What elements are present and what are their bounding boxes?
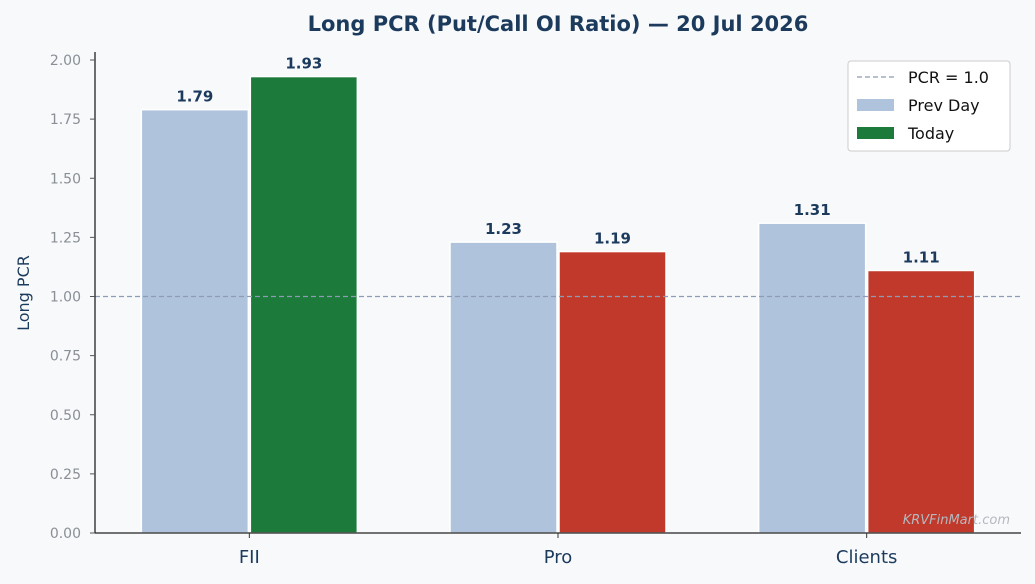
legend-label-prev-day: Prev Day bbox=[908, 96, 980, 115]
x-tick-label: Pro bbox=[544, 547, 573, 568]
x-tick-label: FII bbox=[239, 547, 260, 568]
data-label: 1.31 bbox=[794, 201, 831, 219]
bar-today-fii bbox=[249, 75, 359, 534]
data-label: 1.23 bbox=[485, 220, 522, 238]
legend-swatch-prev-day bbox=[857, 99, 894, 111]
data-label: 1.93 bbox=[285, 55, 322, 73]
data-label: 1.79 bbox=[176, 88, 213, 106]
legend-label-today: Today bbox=[907, 124, 954, 143]
x-tick-label: Clients bbox=[836, 547, 898, 568]
y-axis-label: Long PCR bbox=[14, 255, 33, 331]
y-tick-label: 1.50 bbox=[50, 171, 81, 187]
legend: PCR = 1.0 Prev Day Today bbox=[847, 60, 1011, 152]
bar-prev-day-fii bbox=[140, 108, 250, 534]
legend-label-reference: PCR = 1.0 bbox=[908, 68, 989, 87]
y-tick-label: 0.00 bbox=[50, 526, 81, 542]
legend-swatch-today bbox=[857, 127, 894, 139]
y-tick-label: 1.00 bbox=[50, 290, 81, 306]
y-tick-label: 2.00 bbox=[50, 53, 81, 69]
watermark: KRVFinMart.com bbox=[903, 513, 1010, 528]
y-tick-label: 0.50 bbox=[50, 408, 81, 424]
bar-today-pro bbox=[558, 250, 667, 534]
y-tick-label: 1.25 bbox=[50, 230, 81, 246]
y-tick-label: 0.25 bbox=[50, 467, 81, 483]
bar-prev-day-clients bbox=[757, 222, 867, 534]
y-tick-label: 0.75 bbox=[50, 349, 81, 365]
bar-prev-day-pro bbox=[449, 241, 558, 534]
data-label: 1.11 bbox=[903, 248, 940, 266]
chart-title: Long PCR (Put/Call OI Ratio) — 20 Jul 20… bbox=[308, 12, 809, 36]
y-tick-label: 1.75 bbox=[50, 112, 81, 128]
data-label: 1.19 bbox=[594, 230, 631, 248]
bar-today-clients bbox=[866, 269, 976, 534]
